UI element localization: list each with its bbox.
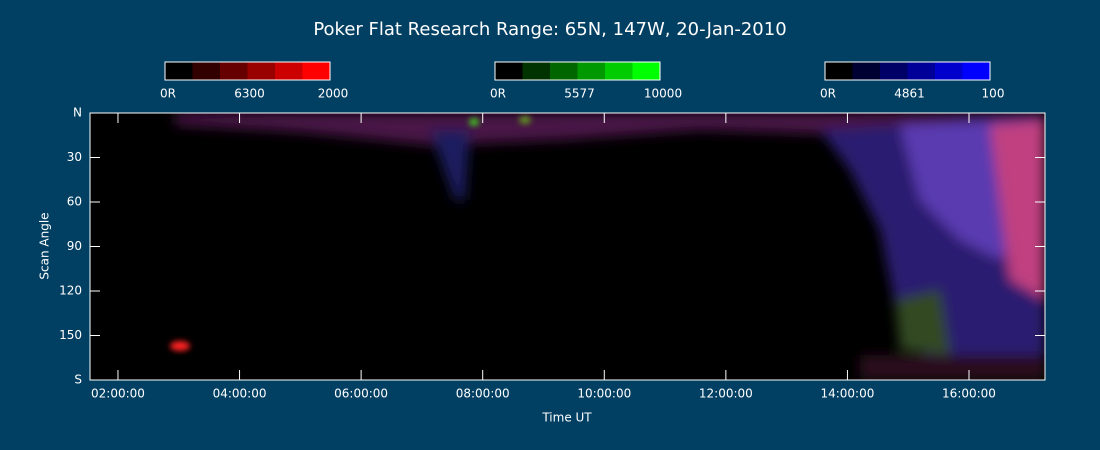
- colorbar-max: 2000: [318, 87, 349, 101]
- colorbar-step: [880, 62, 908, 80]
- x-tick-label: 06:00:00: [334, 387, 388, 401]
- colorbar-step: [550, 62, 578, 80]
- colorbar-step: [962, 62, 990, 80]
- colorbar-step: [220, 62, 248, 80]
- colorbar-frame: [824, 61, 991, 81]
- aurora-bottom: [860, 355, 1045, 380]
- colorbar-step: [247, 62, 275, 80]
- chart-title: Poker Flat Research Range: 65N, 147W, 20…: [313, 19, 786, 40]
- colorbar-frame: [494, 61, 661, 81]
- x-tick-label: 10:00:00: [577, 387, 631, 401]
- colorbar-step: [495, 62, 523, 80]
- aurora-green: [895, 290, 950, 355]
- colorbar-step: [907, 62, 935, 80]
- y-tick-label: S: [74, 373, 82, 387]
- colorbar-min: 0R: [820, 87, 836, 101]
- y-tick-label: 90: [67, 239, 82, 253]
- colorbar-step: [275, 62, 303, 80]
- colorbar-frame: [164, 61, 331, 81]
- colorbar-step: [632, 62, 660, 80]
- y-tick-label: 150: [59, 328, 82, 342]
- green-spot: [469, 118, 479, 126]
- aurora-streak: [430, 130, 470, 200]
- colorbar-step: [852, 62, 880, 80]
- colorbar-min: 0R: [490, 87, 506, 101]
- y-tick-label: 120: [59, 284, 82, 298]
- y-tick-label: 30: [67, 150, 82, 164]
- x-axis-label: Time UT: [541, 411, 592, 425]
- colorbar-min: 0R: [160, 87, 176, 101]
- y-tick-label: N: [73, 106, 82, 120]
- y-axis-label: Scan Angle: [38, 212, 52, 279]
- colorbar-line: 4861: [894, 87, 925, 101]
- colorbar-step: [825, 62, 853, 80]
- keogram-image: [90, 113, 1045, 380]
- x-tick-label: 14:00:00: [820, 387, 874, 401]
- x-tick-label: 02:00:00: [91, 387, 145, 401]
- colorbar-step: [192, 62, 220, 80]
- colorbar-line: 6300: [234, 87, 265, 101]
- colorbar-step: [605, 62, 633, 80]
- y-tick-label: 60: [67, 195, 82, 209]
- colorbar-max: 10000: [644, 87, 682, 101]
- aurora-red: [990, 120, 1045, 300]
- colorbar-line: 5577: [564, 87, 595, 101]
- x-tick-label: 08:00:00: [456, 387, 510, 401]
- x-tick-label: 16:00:00: [942, 387, 996, 401]
- x-tick-label: 12:00:00: [699, 387, 753, 401]
- colorbar-step: [522, 62, 550, 80]
- colorbar-step: [302, 62, 330, 80]
- colorbar-max: 100: [982, 87, 1005, 101]
- green-spot: [519, 116, 531, 124]
- aurora-band: [175, 113, 1045, 145]
- colorbar-step: [935, 62, 963, 80]
- colorbar-step: [165, 62, 193, 80]
- x-tick-label: 04:00:00: [213, 387, 267, 401]
- red-spot: [170, 341, 190, 351]
- colorbar-step: [577, 62, 605, 80]
